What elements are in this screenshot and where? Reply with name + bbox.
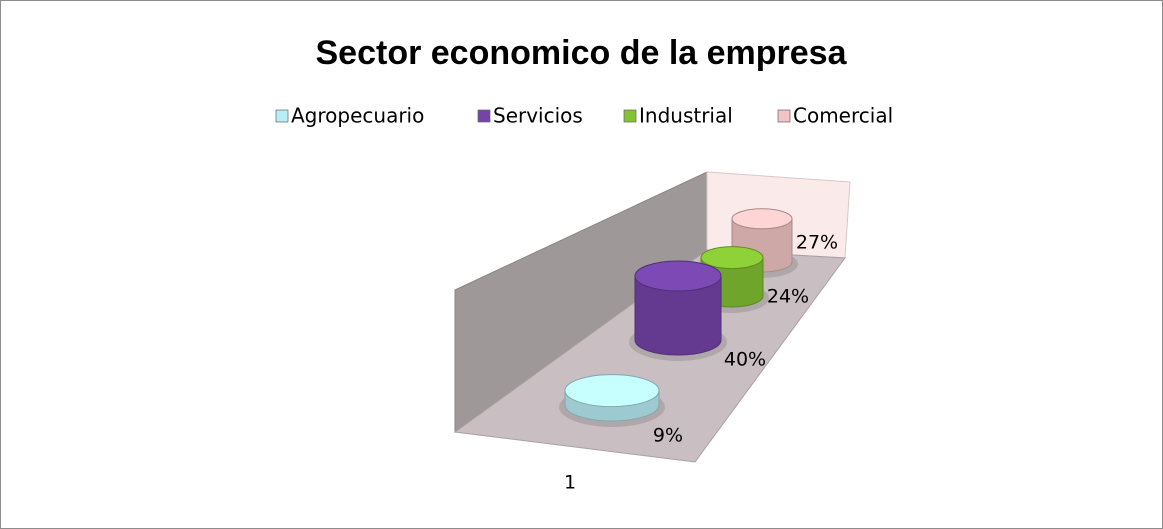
cylinder-top <box>564 374 660 408</box>
data-label: 27% <box>796 232 838 254</box>
data-label: 40% <box>724 349 766 371</box>
cylinder-top <box>731 208 793 230</box>
cylinder-side <box>634 275 722 356</box>
cylinder-top <box>700 246 764 270</box>
legend-label: Agropecuario <box>291 104 424 128</box>
legend-swatch <box>777 109 791 123</box>
cylinder-top <box>634 260 722 292</box>
data-label: 24% <box>767 286 809 308</box>
x-tick-label: 1 <box>564 472 576 494</box>
legend-swatch <box>623 109 637 123</box>
legend-label: Servicios <box>493 104 583 128</box>
data-label: 9% <box>653 425 683 447</box>
legend-label: Comercial <box>793 104 893 128</box>
chart-title: Sector economico de la empresa <box>316 34 848 72</box>
legend-label: Industrial <box>639 104 733 128</box>
legend-swatch <box>477 109 491 123</box>
legend-swatch <box>275 109 289 123</box>
